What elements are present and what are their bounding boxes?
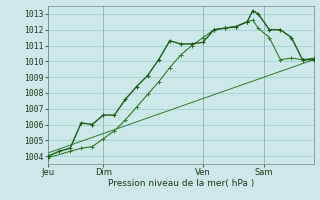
X-axis label: Pression niveau de la mer( hPa ): Pression niveau de la mer( hPa ): [108, 179, 254, 188]
